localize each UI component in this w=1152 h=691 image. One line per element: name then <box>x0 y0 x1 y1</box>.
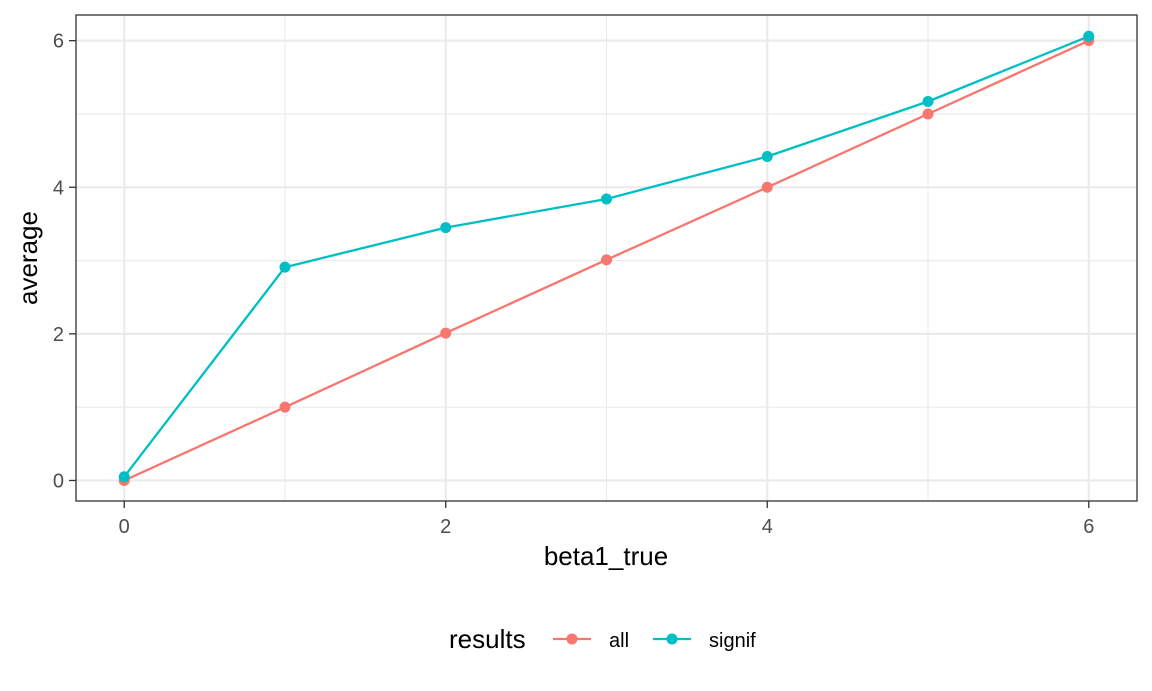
legend-title: results <box>449 624 526 654</box>
x-tick-label: 2 <box>440 516 451 538</box>
data-point-all-4 <box>761 181 773 193</box>
y-tick-label: 2 <box>53 324 64 346</box>
axis-ticks <box>69 40 1090 508</box>
data-point-signif-0 <box>118 471 130 483</box>
x-tick-label: 6 <box>1083 516 1094 538</box>
data-point-signif-5 <box>922 95 934 107</box>
data-point-all-2 <box>440 327 452 339</box>
x-tick-label: 0 <box>119 516 130 538</box>
legend-label-all: all <box>609 630 629 652</box>
data-point-signif-3 <box>601 193 612 205</box>
data-point-all-3 <box>601 254 612 266</box>
legend-label-signif: signif <box>709 630 756 652</box>
data-point-all-5 <box>922 108 934 120</box>
data-point-signif-6 <box>1083 30 1095 42</box>
y-tick-label: 6 <box>53 31 64 53</box>
legend-item-signif: signif <box>653 630 756 652</box>
data-point-all-1 <box>279 401 291 413</box>
data-point-signif-4 <box>761 150 773 162</box>
legend-key-signif-point <box>666 633 678 645</box>
series-layer <box>118 30 1095 486</box>
x-axis-title: beta1_true <box>544 541 668 571</box>
x-tick-label: 4 <box>762 516 773 538</box>
data-point-signif-1 <box>279 261 291 273</box>
y-tick-label: 4 <box>53 177 64 199</box>
plot-panel-border <box>75 14 1138 502</box>
legend-item-all: all <box>553 630 629 652</box>
grid-major <box>76 15 1137 501</box>
legend: results all signif <box>449 624 756 654</box>
y-axis-title: average <box>13 211 43 305</box>
y-tick-label: 0 <box>53 470 64 492</box>
data-point-signif-2 <box>440 222 452 234</box>
legend-key-all-point <box>566 633 578 645</box>
tick-labels: 0 2 4 6 0 2 4 6 <box>53 31 1094 538</box>
